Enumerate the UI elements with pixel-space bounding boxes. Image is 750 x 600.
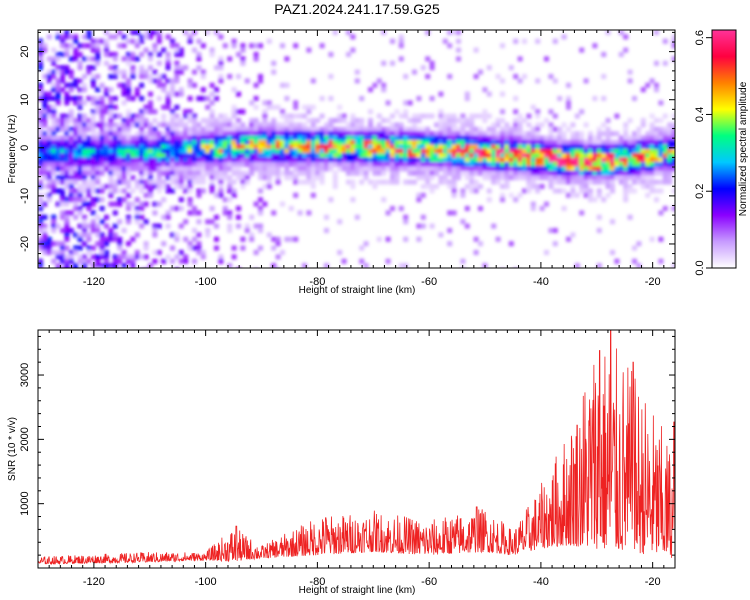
spectrogram-y-tick-label: -10 — [19, 188, 31, 204]
snr-x-label: Height of straight line (km) — [299, 585, 416, 596]
spectrogram-y-tick-label: 0 — [19, 145, 31, 151]
spectrogram-y-tick-label: -20 — [19, 236, 31, 252]
colorbar-gradient — [711, 29, 737, 269]
spectrogram-x-tick-label: -40 — [533, 276, 549, 288]
snr-x-tick-label: -60 — [421, 576, 437, 588]
chart-title: PAZ1.2024.241.17.59.G25 — [274, 1, 440, 17]
spectrogram-cells — [38, 30, 675, 268]
snr-series-line — [38, 330, 675, 566]
snr-frame — [37, 329, 676, 569]
colorbar-tick-label: 0.6 — [694, 30, 706, 45]
snr-x-tick-label: -80 — [309, 576, 325, 588]
spectrogram-x-label: Height of straight line (km) — [299, 285, 416, 296]
spectrogram-y-tick-label: 10 — [19, 94, 31, 106]
spectrogram-x-tick-label: -20 — [645, 276, 661, 288]
snr-x-tick-label: -40 — [533, 576, 549, 588]
snr-y-label: SNR (10 * v/v) — [7, 417, 18, 481]
spectrogram-y-label: Frequency (Hz) — [7, 115, 18, 184]
spectrogram-x-tick-label: -60 — [421, 276, 437, 288]
snr-x-tick-label: -20 — [645, 576, 661, 588]
spectrogram-x-tick-label: -120 — [83, 276, 105, 288]
snr-x-tick-label: -120 — [83, 576, 105, 588]
snr-y-tick-label: 3000 — [19, 363, 31, 387]
snr-x-tick-label: -100 — [195, 576, 217, 588]
colorbar-tick-label: 0.4 — [694, 107, 706, 122]
spectrogram-frame — [37, 29, 676, 269]
colorbar-ticks: 0.0 0.2 0.4 0.6 — [694, 30, 712, 276]
colorbar-tick-label: 0.2 — [694, 184, 706, 199]
colorbar-label: Normalized spectral amplitude — [738, 81, 749, 216]
colorbar: 0.0 0.2 0.4 0.6 Normalized spectral amplitu… — [694, 29, 749, 276]
snr-y-tick-label: 2000 — [19, 427, 31, 451]
spectrogram-y-tick-label: 20 — [19, 46, 31, 58]
colorbar-tick-label: 0.0 — [694, 260, 706, 275]
snr-panel: -120 -100 -80 -60 -40 -20 1000 2000 3000 Height … — [7, 329, 676, 596]
snr-y-tick-label: 1000 — [19, 491, 31, 515]
spectrogram-x-tick-label: -80 — [309, 276, 325, 288]
spectrogram-x-tick-label: -100 — [195, 276, 217, 288]
